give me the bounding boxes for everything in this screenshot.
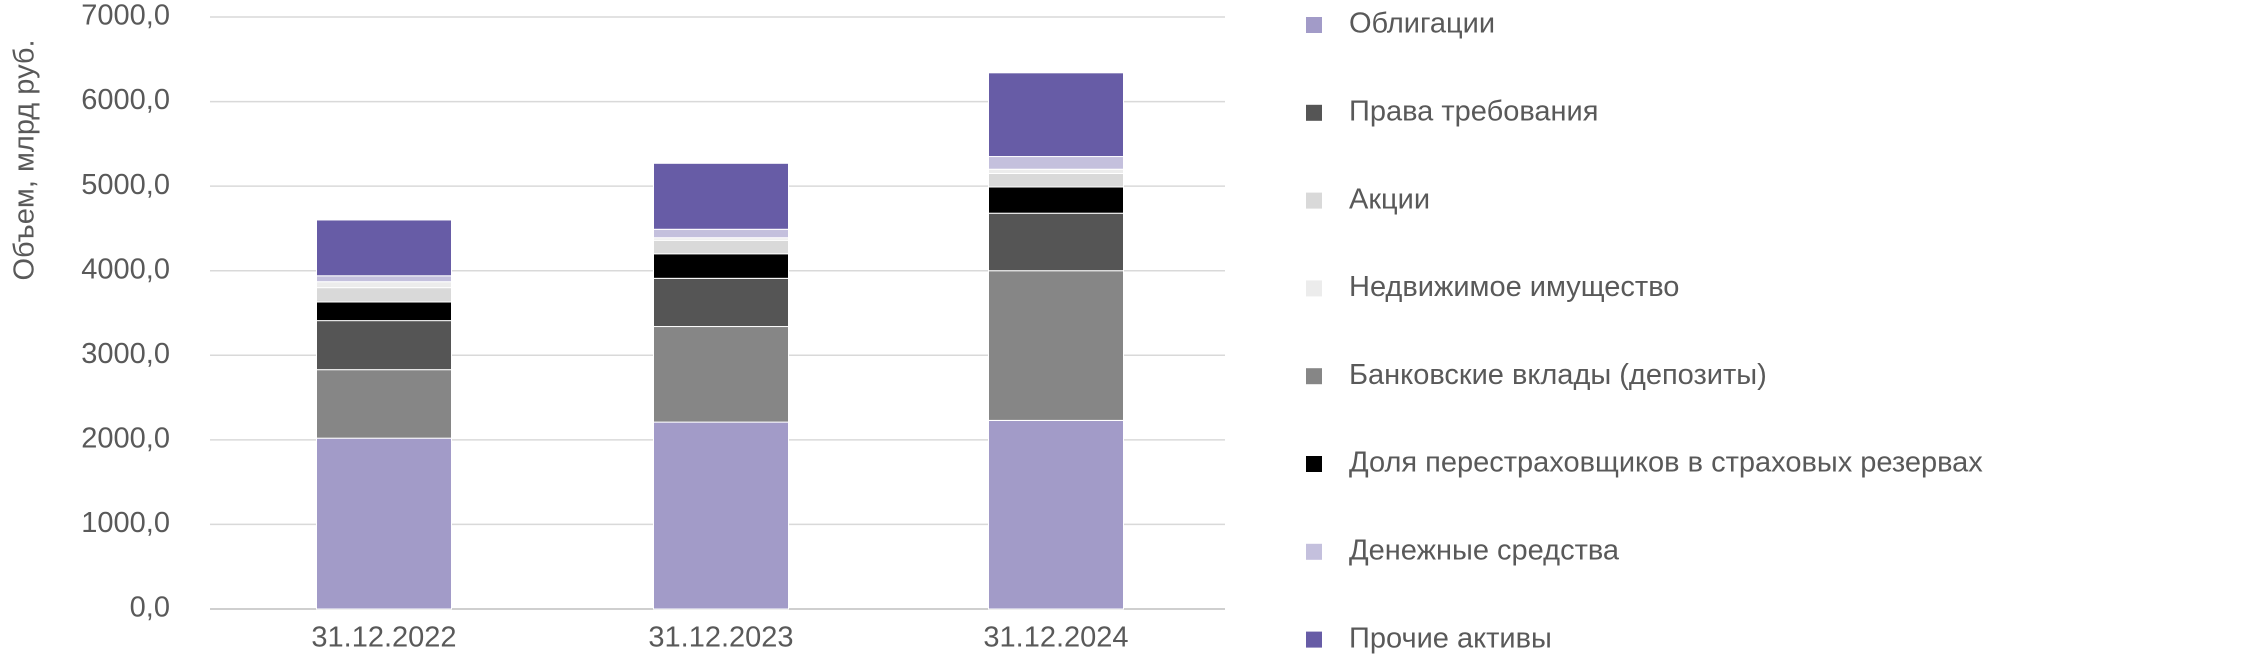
bar-segment xyxy=(653,421,789,610)
y-axis-title: Объем, млрд руб. xyxy=(9,39,41,280)
bar-segment xyxy=(316,219,452,277)
legend-label: Права требования xyxy=(1349,95,1598,127)
bar-segment xyxy=(988,186,1124,214)
legend-label: Облигации xyxy=(1349,8,1495,40)
legend-label: Прочие активы xyxy=(1349,622,1552,654)
legend-swatch xyxy=(1306,631,1322,648)
bar-segment xyxy=(316,369,452,439)
y-tick-label: 7000,0 xyxy=(81,0,170,32)
bar-segment xyxy=(988,419,1124,610)
bar-segment xyxy=(316,437,452,610)
x-tick-label: 31.12.2022 xyxy=(311,622,456,654)
legend-label: Недвижимое имущество xyxy=(1349,271,1679,303)
bar-segment xyxy=(316,281,452,289)
bar-segment xyxy=(653,326,789,423)
legend-label: Банковские вклады (депозиты) xyxy=(1349,359,1767,391)
x-tick-label: 31.12.2024 xyxy=(983,622,1128,654)
bar-segment xyxy=(316,287,452,303)
bar-segment xyxy=(316,301,452,322)
x-tick-label: 31.12.2023 xyxy=(648,622,793,654)
legend-swatch xyxy=(1306,17,1322,33)
y-tick-label: 6000,0 xyxy=(81,84,170,116)
y-tick-label: 5000,0 xyxy=(81,169,170,201)
bar-segment xyxy=(653,162,789,230)
bar-segment xyxy=(653,228,789,239)
legend-label: Доля перестраховщиков в страховых резерв… xyxy=(1349,447,1983,479)
bar-segment xyxy=(653,239,789,255)
y-tick-label: 3000,0 xyxy=(81,338,170,370)
bar-segment xyxy=(988,72,1124,158)
legend-label: Акции xyxy=(1349,183,1430,215)
legend-swatch xyxy=(1306,280,1322,297)
bar-segment xyxy=(653,253,789,279)
y-tick-label: 4000,0 xyxy=(81,253,170,285)
y-tick-label: 1000,0 xyxy=(81,507,170,539)
bar-segment xyxy=(988,172,1124,188)
legend-swatch xyxy=(1306,104,1322,121)
legend-swatch xyxy=(1306,456,1322,472)
bar-segment xyxy=(988,270,1124,421)
bar-segment xyxy=(988,156,1124,170)
legend-swatch xyxy=(1306,192,1322,209)
legend-label: Денежные средства xyxy=(1349,534,1620,566)
bar-segment xyxy=(316,275,452,283)
legend-swatch xyxy=(1306,543,1322,560)
bar-segment xyxy=(988,212,1124,272)
y-tick-label: 2000,0 xyxy=(81,423,170,455)
bar-segment xyxy=(316,320,452,371)
bar-segment xyxy=(653,277,789,328)
bar-segment xyxy=(988,168,1124,174)
y-tick-label: 0,0 xyxy=(130,592,170,624)
legend-swatch xyxy=(1306,368,1322,385)
